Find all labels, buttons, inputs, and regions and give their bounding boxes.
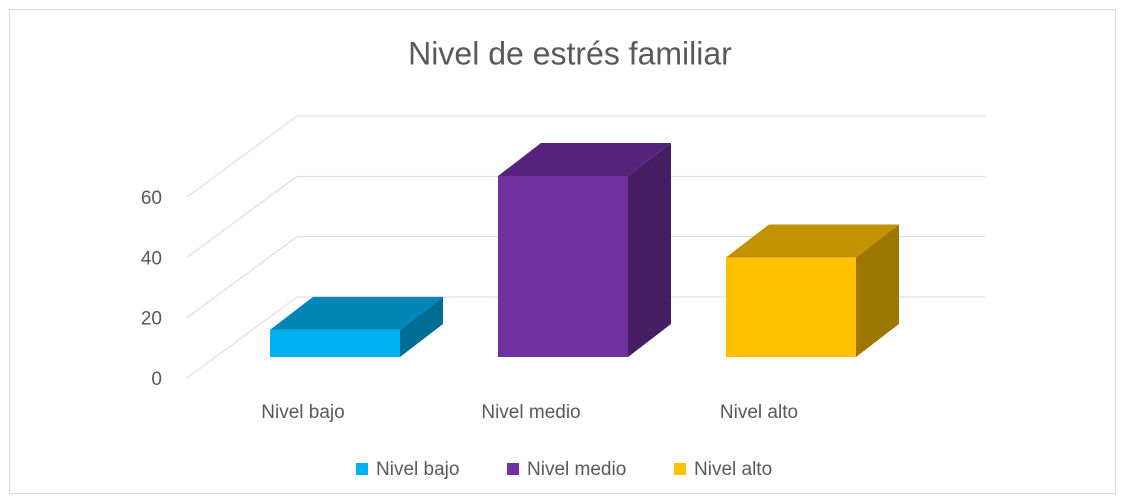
bar	[726, 257, 856, 357]
legend-swatch	[507, 463, 519, 475]
legend-label: Nivel bajo	[376, 459, 459, 480]
bar	[270, 329, 400, 357]
x-tick-label: Nivel medio	[481, 402, 580, 423]
bar-side	[856, 224, 899, 357]
y-tick-label: 20	[141, 309, 162, 330]
grid-line	[186, 296, 298, 379]
bar-top	[270, 296, 443, 330]
x-tick-label: Nivel alto	[720, 402, 798, 423]
grid-line	[186, 175, 298, 258]
chart-title: Nivel de estrés familiar	[408, 35, 732, 71]
x-tick-label: Nivel bajo	[261, 402, 344, 423]
legend-label: Nivel alto	[694, 459, 772, 480]
grid-line	[186, 115, 298, 198]
bar-top	[726, 224, 899, 258]
bar-top	[498, 143, 671, 176]
legend-swatch	[674, 463, 686, 475]
legend-label: Nivel medio	[527, 459, 626, 480]
bar	[498, 176, 628, 357]
y-tick-label: 40	[141, 248, 162, 269]
bar-side	[628, 143, 671, 357]
grid-line	[186, 236, 298, 319]
y-tick-label: 60	[141, 188, 162, 209]
bar-side	[400, 296, 443, 357]
y-tick-label: 0	[151, 369, 162, 390]
legend-swatch	[356, 463, 368, 475]
